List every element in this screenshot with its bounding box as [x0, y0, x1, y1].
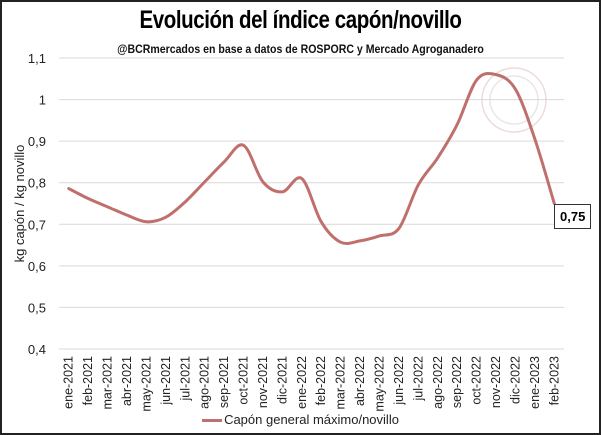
x-tick-label: abr-2022 [353, 356, 367, 406]
y-tick-label: 0,5 [28, 300, 46, 315]
x-tick-label: sep-2022 [450, 356, 464, 408]
y-tick-label: 1,1 [28, 51, 46, 66]
x-tick-label: abr-2021 [120, 356, 134, 406]
y-tick-label: 0,6 [28, 259, 46, 274]
x-tick-label: feb-2022 [314, 356, 328, 405]
x-tick-label: oct-2021 [237, 356, 251, 405]
x-tick-label: nov-2022 [489, 356, 503, 408]
chart-subtitle: @BCRmercados en base a datos de ROSPORC … [117, 42, 484, 56]
x-tick-label: jul-2021 [178, 356, 192, 402]
x-tick-label: ene-2023 [528, 356, 542, 409]
legend-swatch [202, 419, 223, 423]
x-tick-label: ago-2021 [198, 356, 212, 409]
x-tick-label: jul-2022 [411, 356, 425, 402]
x-tick-label: ago-2022 [431, 356, 445, 409]
x-tick-label: jun-2021 [159, 356, 173, 406]
y-tick-label: 0,4 [28, 342, 46, 357]
y-tick-label: 1 [39, 93, 46, 108]
x-tick-label: oct-2022 [470, 356, 484, 405]
x-tick-label: ene-2022 [295, 356, 309, 409]
x-tick-label: dic-2022 [508, 356, 522, 404]
x-tick-label: may-2022 [372, 356, 386, 412]
x-tick-label: feb-2021 [81, 356, 95, 405]
x-tick-label: sep-2021 [217, 356, 231, 408]
y-tick-label: 0,7 [28, 217, 46, 232]
x-tick-label: feb-2023 [547, 356, 561, 405]
last-value-label: 0,75 [554, 204, 592, 229]
series-line [67, 71, 556, 245]
legend-label: Capón general máximo/novillo [224, 412, 399, 427]
y-tick-label: 0,8 [28, 176, 46, 191]
x-tick-label: dic-2021 [275, 356, 289, 404]
legend: Capón general máximo/novillo [2, 412, 599, 427]
chart-title: Evolución del índice capón/novillo [139, 6, 462, 34]
x-tick-label: mar-2021 [101, 356, 115, 410]
x-tick-label: ene-2021 [62, 356, 76, 409]
y-axis-label: kg capón / kg novillo [12, 145, 27, 263]
x-tick-label: nov-2021 [256, 356, 270, 408]
x-tick-label: jun-2022 [392, 356, 406, 406]
y-tick-label: 0,9 [28, 134, 46, 149]
x-tick-label: may-2021 [139, 356, 153, 412]
x-tick-label: mar-2022 [334, 356, 348, 410]
